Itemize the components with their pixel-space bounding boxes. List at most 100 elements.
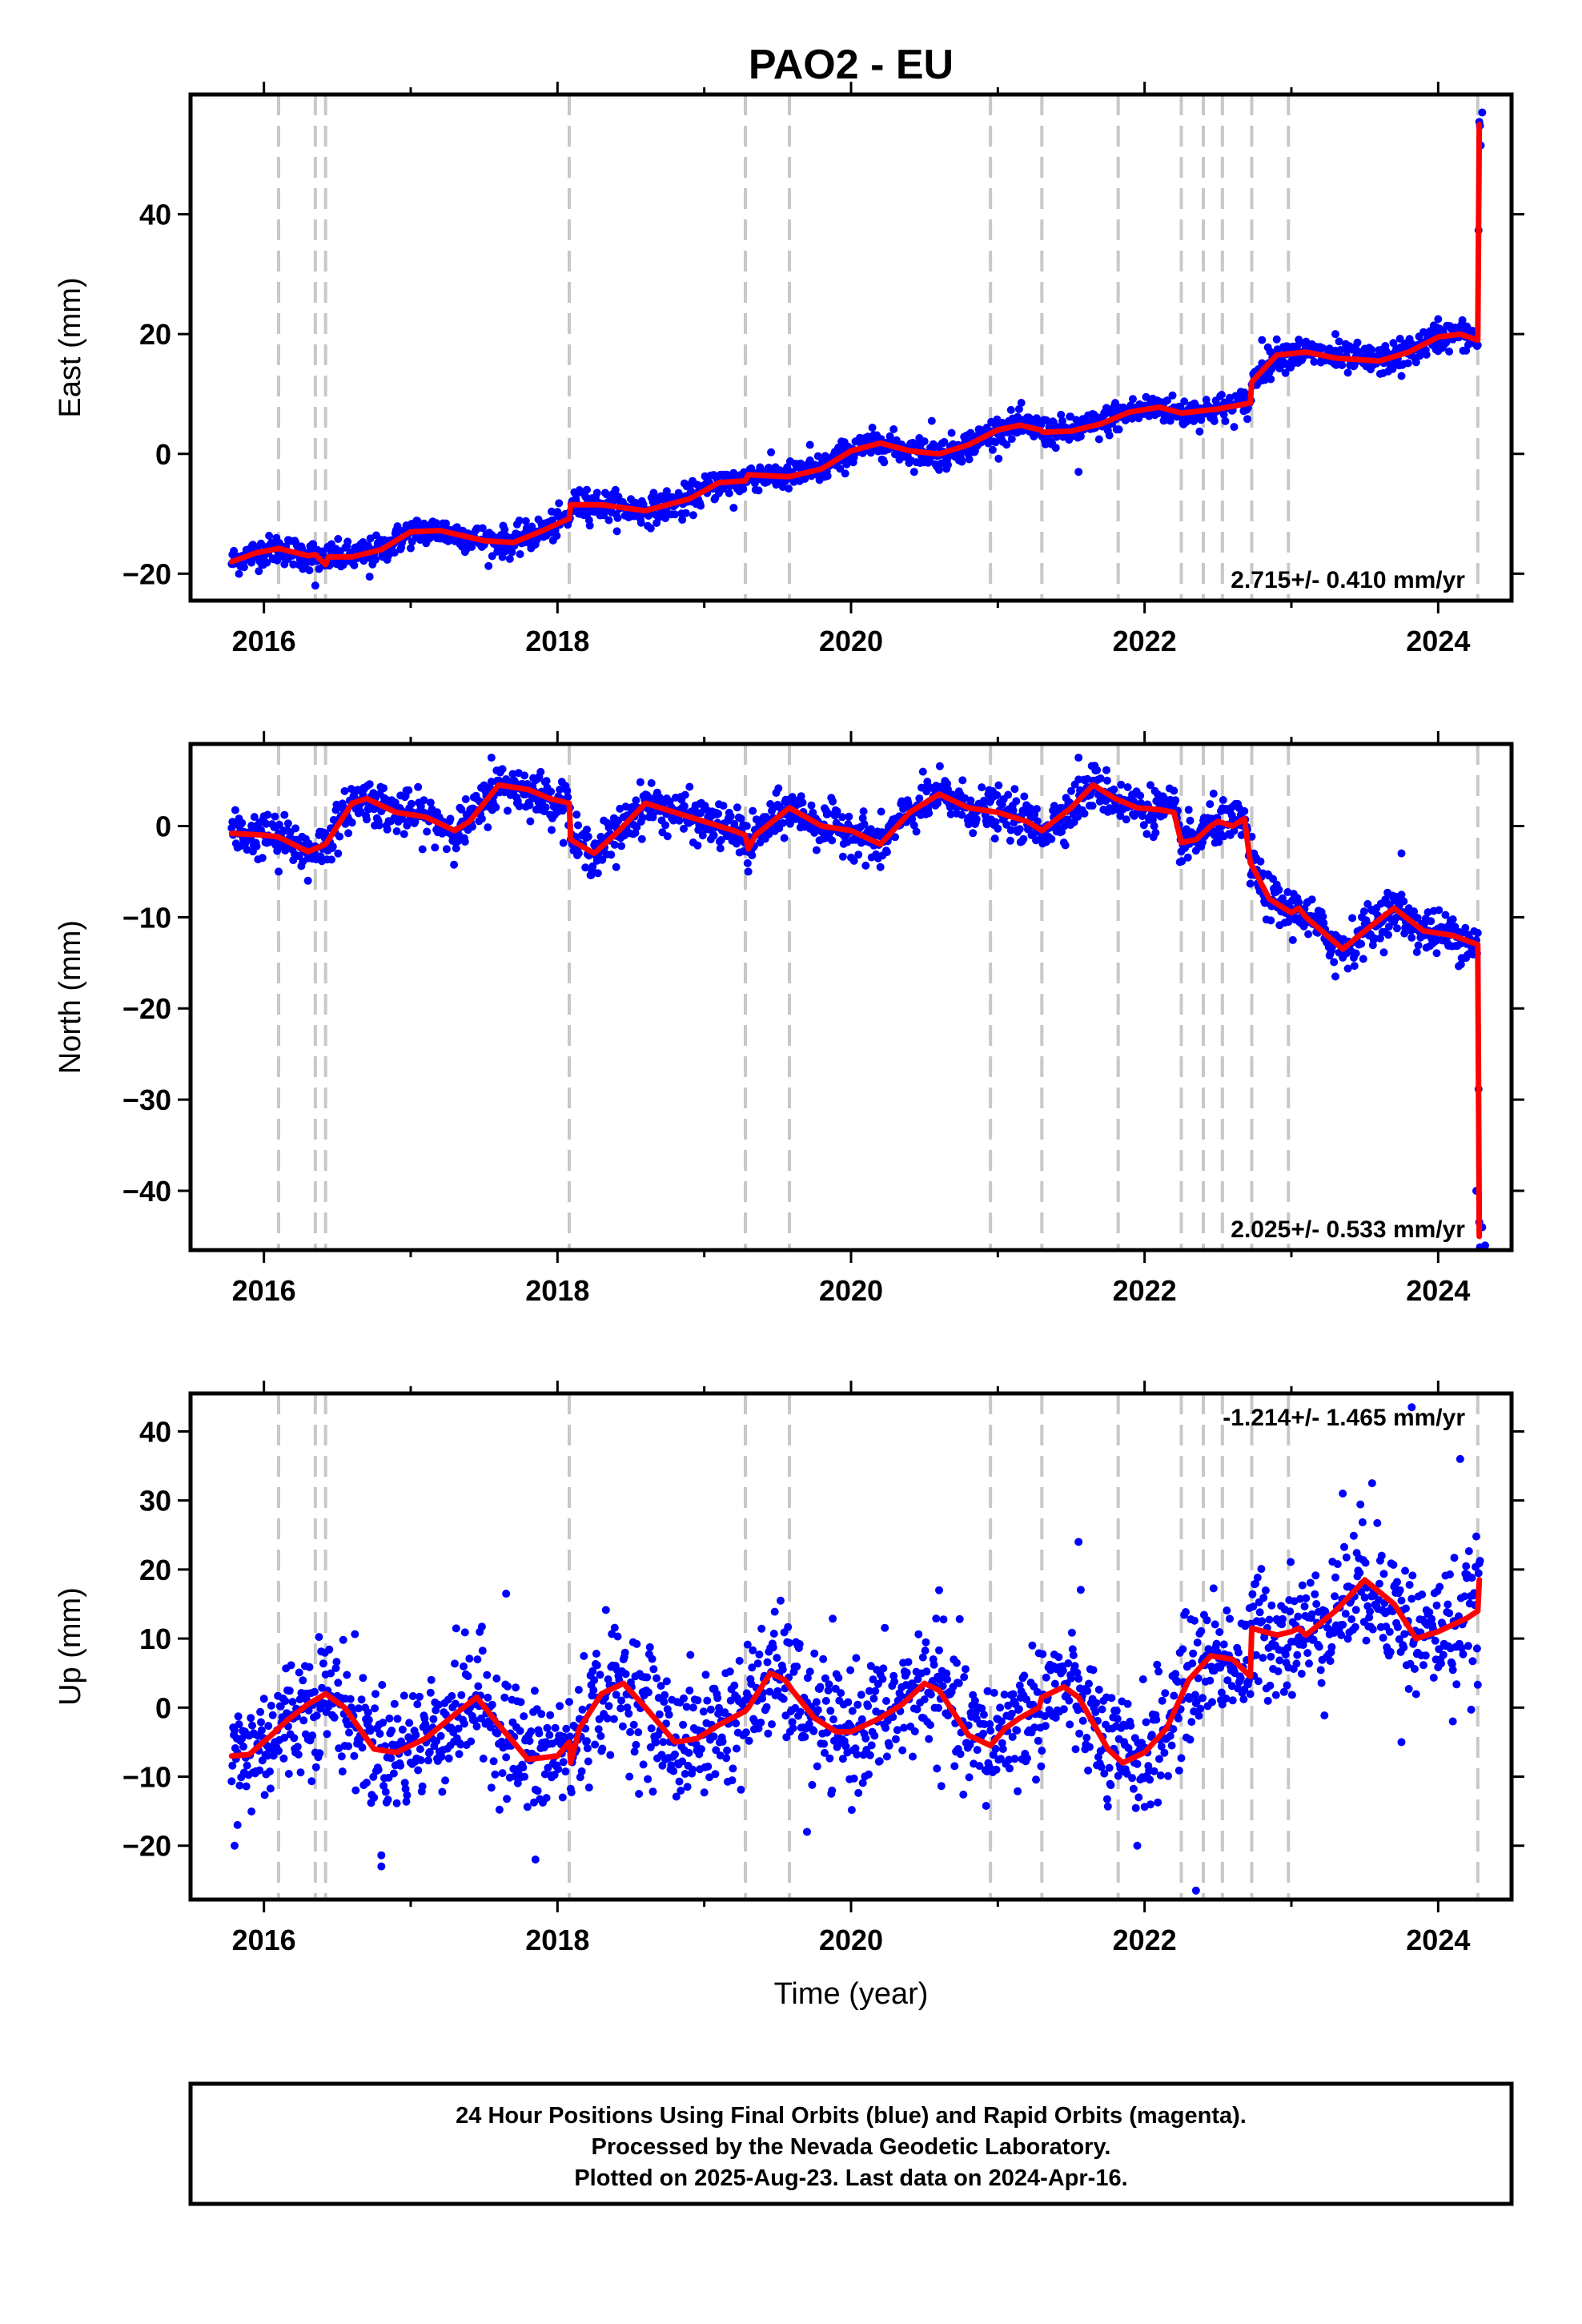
position-point (630, 1747, 639, 1756)
position-point (947, 428, 956, 437)
position-point (424, 1756, 432, 1765)
position-point (492, 1675, 501, 1683)
position-point (1307, 895, 1316, 904)
position-point (418, 845, 427, 854)
position-point (812, 846, 821, 854)
position-point (709, 831, 718, 839)
position-point (686, 1651, 695, 1659)
position-point (637, 834, 646, 843)
position-point (996, 1703, 1005, 1712)
position-point (882, 848, 891, 856)
position-point (991, 438, 1000, 447)
position-point (238, 818, 247, 827)
position-point (572, 810, 581, 819)
position-point (728, 1776, 737, 1785)
position-point (700, 1788, 709, 1797)
position-point (1267, 1601, 1276, 1610)
position-point (1154, 1667, 1163, 1676)
position-point (1226, 1614, 1234, 1623)
position-point (530, 1798, 538, 1807)
position-point (858, 814, 867, 822)
position-point (1219, 410, 1228, 419)
position-point (1230, 826, 1239, 835)
position-point (881, 1623, 889, 1632)
position-point (1169, 1725, 1178, 1734)
position-point (1228, 1696, 1237, 1705)
position-point (1473, 341, 1482, 349)
position-point (715, 1703, 723, 1712)
position-point (788, 1718, 797, 1727)
position-points (227, 754, 1489, 1250)
position-point (426, 1688, 435, 1697)
position-point (626, 1727, 635, 1736)
position-point (502, 1753, 511, 1762)
position-point (400, 830, 408, 838)
position-point (450, 860, 459, 869)
position-point (1257, 1565, 1266, 1574)
position-point (504, 806, 512, 815)
position-point (495, 1805, 504, 1814)
position-point (643, 1673, 652, 1682)
position-points (227, 1403, 1484, 1895)
position-point (632, 796, 640, 805)
position-point (1403, 359, 1412, 368)
position-point (526, 817, 535, 826)
position-point (849, 1774, 858, 1783)
position-point (1067, 1628, 1076, 1637)
position-point (343, 537, 352, 546)
position-point (489, 1757, 498, 1766)
position-point (1012, 797, 1021, 806)
position-point (1295, 898, 1303, 907)
position-point (477, 1622, 486, 1631)
position-point (1136, 791, 1145, 800)
position-point (1157, 1742, 1166, 1751)
position-point (542, 777, 551, 786)
position-point (1000, 1691, 1009, 1699)
position-point (574, 1686, 583, 1695)
position-point (1211, 1620, 1219, 1629)
outlier-point (876, 862, 885, 871)
position-point (609, 1715, 618, 1723)
position-point (477, 1714, 485, 1723)
position-point (256, 1707, 265, 1716)
position-point (451, 1659, 459, 1668)
position-point (1246, 1690, 1255, 1699)
position-point (768, 1720, 776, 1729)
position-point (486, 1723, 495, 1731)
position-point (327, 1669, 335, 1678)
position-point (1094, 435, 1103, 444)
position-point (925, 809, 934, 818)
position-point (1067, 786, 1075, 795)
position-point (816, 1683, 825, 1691)
position-point (606, 1751, 615, 1759)
position-point (1128, 1774, 1137, 1783)
position-point (467, 1737, 476, 1746)
position-point (809, 808, 817, 817)
position-point (1142, 1718, 1150, 1727)
position-point (379, 1781, 388, 1790)
position-point (1020, 1671, 1029, 1680)
position-point (1258, 1617, 1267, 1626)
position-point (289, 560, 298, 569)
position-point (793, 1663, 801, 1671)
position-point (379, 1719, 387, 1727)
position-point (1106, 1781, 1115, 1790)
position-point (345, 1728, 353, 1737)
position-point (748, 851, 757, 860)
position-point (344, 829, 353, 838)
position-point (1353, 338, 1362, 347)
position-point (416, 802, 425, 810)
position-point (500, 1693, 509, 1702)
position-point (280, 810, 289, 819)
position-point (266, 1784, 275, 1793)
position-point (1163, 396, 1172, 404)
position-point (1064, 1659, 1073, 1667)
position-point (909, 468, 918, 476)
position-point (1033, 817, 1042, 826)
position-point (778, 818, 787, 827)
position-point (335, 832, 344, 841)
position-point (243, 1761, 251, 1770)
position-point (851, 1744, 860, 1753)
position-point (460, 1719, 468, 1728)
position-point (749, 806, 757, 815)
